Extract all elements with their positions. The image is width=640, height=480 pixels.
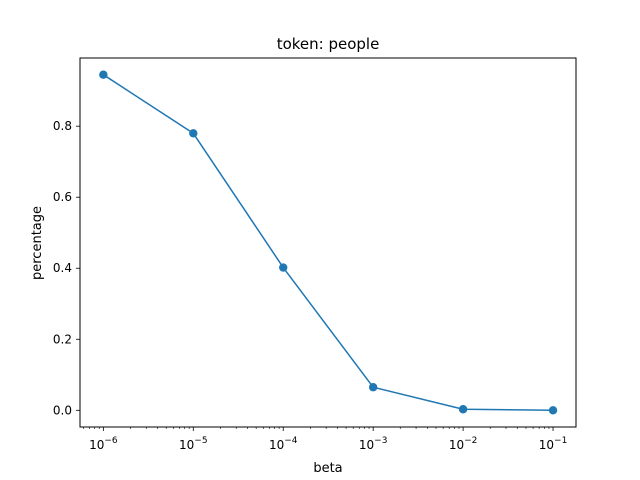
data-point <box>368 383 378 392</box>
x-tick-label: 10−6 <box>89 436 118 452</box>
x-tick-label: 10−5 <box>179 436 208 452</box>
data-series <box>99 70 558 415</box>
data-point <box>458 405 468 414</box>
x-tick-label: 10−4 <box>269 436 298 452</box>
axes-frame <box>79 57 577 428</box>
data-point <box>189 129 198 138</box>
data-point <box>99 70 108 79</box>
y-tick-label: 0.4 <box>53 261 72 275</box>
chart-title: token: people <box>277 35 380 53</box>
y-tick-label: 0.8 <box>53 119 72 133</box>
x-axis-label: beta <box>313 461 342 476</box>
y-tick-label: 0.6 <box>53 190 72 204</box>
x-tick-label: 10−2 <box>449 436 478 452</box>
x-tick-label: 10−3 <box>359 436 388 452</box>
y-axis-label: percentage <box>30 206 45 280</box>
series-line <box>102 74 554 412</box>
y-tick-label: 0.2 <box>53 332 72 346</box>
x-tick-label: 10−1 <box>539 436 568 452</box>
data-point <box>279 263 288 272</box>
axis-ticks: 10−6 10−5 10−4 10−3 10−2 10−1 0.0 0.2 0.4 0.6 0.8 <box>53 119 567 452</box>
data-point <box>548 406 558 415</box>
y-tick-label: 0.0 <box>53 403 72 417</box>
plot-area <box>102 74 554 412</box>
